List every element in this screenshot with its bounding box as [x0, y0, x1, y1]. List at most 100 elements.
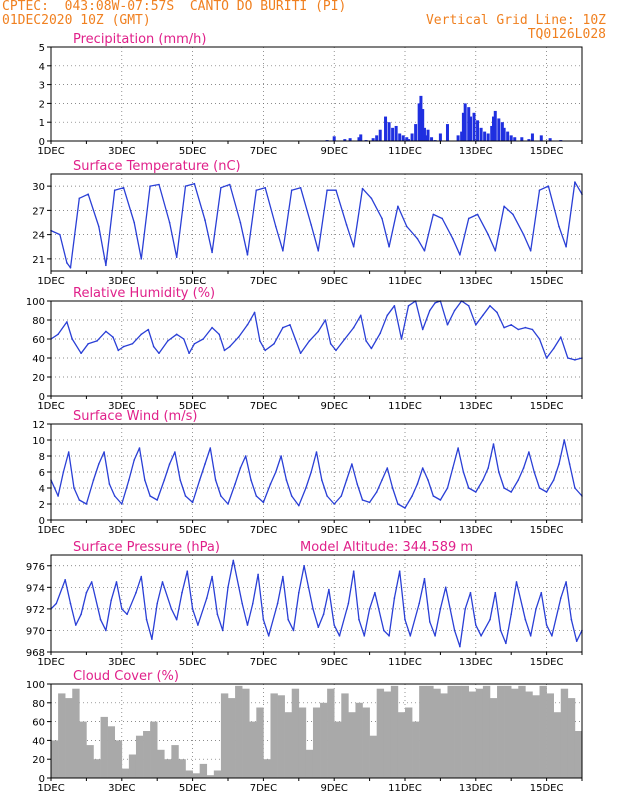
wind-ytick-label: 12 — [32, 420, 45, 431]
pres-point — [444, 586, 447, 589]
temp-point — [274, 225, 277, 228]
rh-point — [482, 314, 484, 317]
wind-point — [568, 463, 571, 465]
temp-point — [503, 205, 505, 208]
pres-point — [197, 624, 199, 626]
temp-point — [168, 221, 171, 224]
cloud-column — [574, 731, 583, 778]
wind-point — [492, 443, 495, 445]
cloud-column — [242, 688, 250, 778]
rh-point — [282, 326, 284, 329]
cloud-column — [475, 688, 484, 778]
temp-point — [140, 258, 143, 260]
cloud-column — [284, 712, 293, 778]
cloud-column — [185, 770, 193, 778]
rh-point — [365, 340, 367, 342]
rh-point — [475, 323, 477, 326]
pres-point — [368, 608, 371, 610]
pres-xtick-label: 9DEC — [321, 657, 348, 668]
pres-point — [191, 608, 194, 610]
cloud-column — [553, 712, 562, 778]
precip-bar — [460, 131, 464, 141]
rh-point — [175, 333, 178, 336]
cloud-column — [114, 740, 123, 778]
rh-point — [386, 314, 389, 317]
temp-point — [133, 221, 135, 224]
precip-bar — [438, 133, 442, 141]
rh-point — [503, 326, 505, 329]
precip-bar — [417, 103, 421, 141]
rh-point — [324, 319, 327, 321]
pres-extra-label: Model Altitude: 344.589 m — [300, 540, 473, 555]
wind-point — [538, 487, 541, 489]
cloud-column — [426, 685, 434, 778]
wind-point — [404, 507, 406, 509]
cloud-column — [192, 773, 200, 778]
temp-point — [467, 217, 470, 220]
rh-frame — [50, 300, 583, 397]
pres-point — [211, 575, 213, 578]
precip-xtick-label: 9DEC — [321, 146, 348, 157]
pres-point — [393, 597, 396, 599]
pres-point — [529, 635, 532, 637]
cloud-column — [157, 749, 165, 778]
rh-xtick-label: 15DEC — [530, 401, 564, 412]
wind-point — [381, 479, 383, 481]
wind-point — [220, 495, 222, 497]
pres-point — [126, 613, 128, 616]
wind-point — [62, 471, 65, 473]
temp-point — [228, 183, 231, 186]
cloud-column — [560, 688, 569, 778]
cloud-xtick-label: 9DEC — [321, 783, 348, 794]
temp-xtick-label: 3DEC — [108, 276, 135, 287]
cloud-column — [220, 693, 229, 778]
wind-point — [498, 471, 500, 473]
rh-series-line — [50, 300, 583, 361]
rh-point — [294, 338, 297, 340]
precip-bar — [378, 129, 382, 141]
wind-point — [451, 467, 454, 469]
wind-point — [375, 491, 378, 493]
temp-ytick-label: 21 — [32, 255, 45, 266]
wind-ytick-label: 4 — [39, 484, 45, 495]
wind-point — [310, 471, 312, 473]
pres-point — [257, 573, 259, 576]
wind-point — [326, 495, 328, 497]
rh-point — [510, 323, 512, 326]
cloud-column — [263, 759, 271, 778]
wind-xtick-label: 13DEC — [459, 525, 493, 536]
precip-bar — [506, 131, 510, 141]
rh-point — [545, 357, 548, 359]
precip-bar — [343, 139, 347, 141]
precip-xtick-label: 1DEC — [37, 146, 64, 157]
temp-ytick-label: 27 — [32, 206, 45, 217]
cloud-column — [270, 693, 278, 778]
temp-point — [574, 181, 576, 183]
rh-point — [434, 302, 436, 304]
cloud-xtick-label: 3DEC — [108, 783, 135, 794]
precip-bar — [492, 116, 495, 141]
pres-point — [317, 626, 320, 629]
pres-point — [404, 618, 406, 621]
precip-ytick-label: 4 — [39, 62, 45, 73]
rh-point — [105, 330, 107, 333]
wind-point — [274, 471, 277, 473]
wind-frame — [50, 423, 583, 521]
temp-xtick-label: 7DEC — [250, 276, 277, 287]
rh-point — [393, 304, 396, 307]
pres-point — [74, 624, 77, 626]
precip-bar — [348, 138, 352, 141]
precip-bar — [539, 135, 543, 141]
precip-xtick-label: 15DEC — [530, 146, 564, 157]
wind-point — [475, 491, 477, 493]
wind-point — [386, 467, 389, 469]
wind-point — [432, 495, 435, 497]
pres-point — [459, 645, 461, 648]
precip-bar — [359, 134, 363, 141]
wind-point — [113, 495, 116, 497]
cloud-ytick-label: 0 — [39, 774, 45, 785]
rh-point — [400, 338, 403, 340]
pres-ytick-label: 968 — [26, 648, 45, 659]
cloud-ytick-label: 100 — [26, 680, 45, 691]
pres-point — [221, 629, 224, 632]
